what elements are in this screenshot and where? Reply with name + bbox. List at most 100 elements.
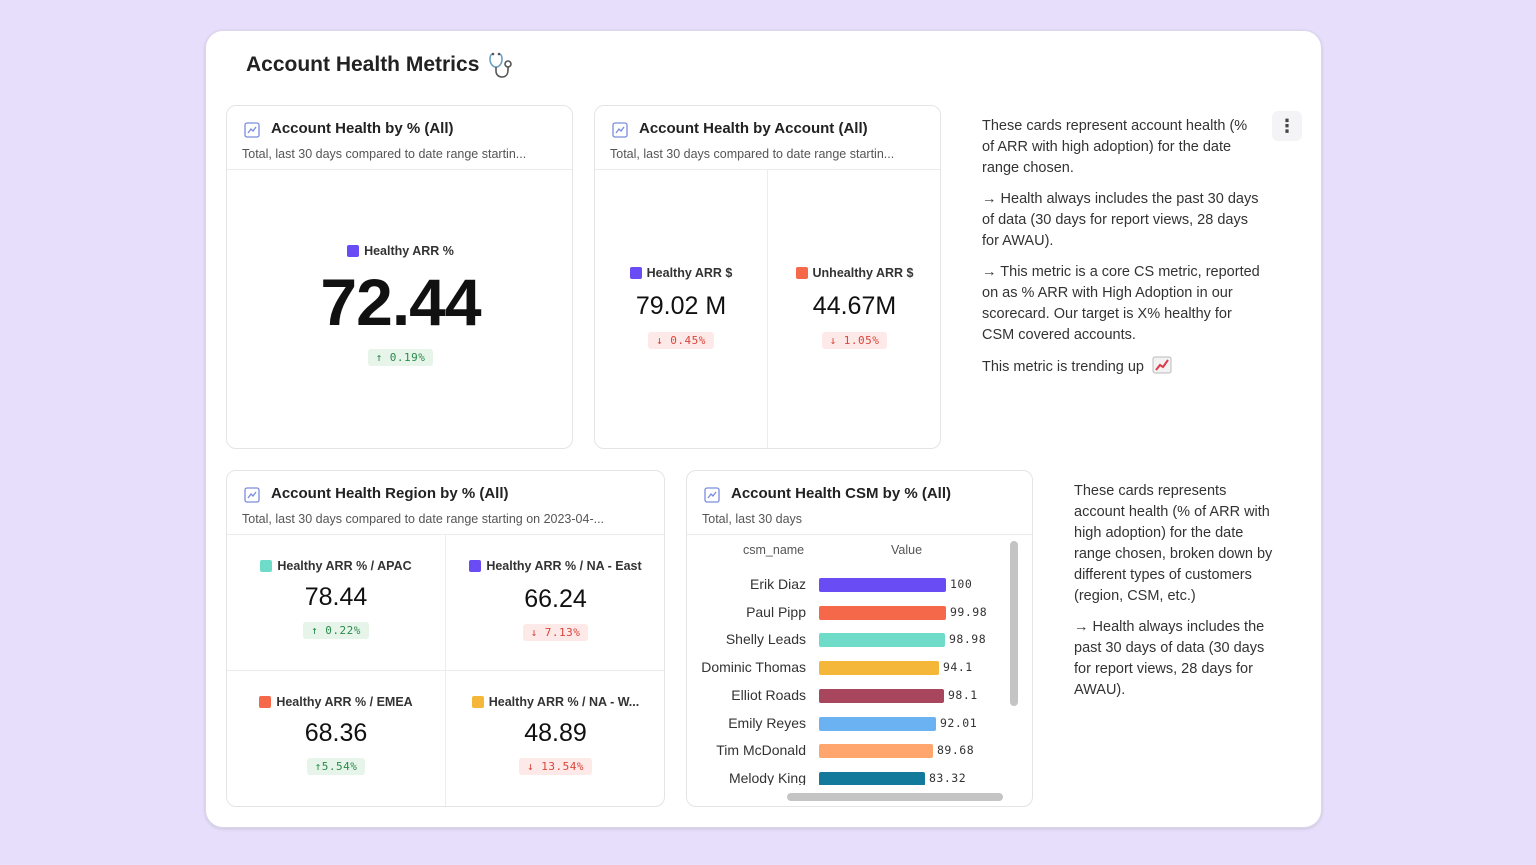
horizontal-scrollbar[interactable] bbox=[787, 793, 1003, 801]
bar-value-label: 98.1 bbox=[948, 687, 978, 702]
card-subtitle: Total, last 30 days compared to date ran… bbox=[242, 147, 527, 161]
chart-increasing-icon bbox=[1152, 356, 1172, 374]
bar-value-label: 100 bbox=[950, 577, 973, 591]
bar-row: Emily Reyes 92.01 bbox=[687, 713, 1007, 735]
bar-row: Dominic Thomas 94.1 bbox=[687, 657, 1007, 679]
column-header-value[interactable]: Value bbox=[891, 543, 923, 557]
metric-legend: Healthy ARR % / EMEA bbox=[227, 695, 445, 709]
legend-swatch bbox=[629, 267, 642, 279]
line-chart-icon bbox=[244, 122, 260, 138]
column-header-name[interactable]: csm_name bbox=[743, 543, 805, 557]
vertical-scrollbar[interactable] bbox=[1010, 541, 1018, 706]
notes-text-2[interactable]: These cards represents account health (%… bbox=[1074, 481, 1274, 711]
bar bbox=[819, 661, 939, 676]
bar bbox=[819, 688, 944, 703]
legend-swatch bbox=[795, 267, 808, 279]
notes-paragraph: This metric is trending up bbox=[982, 359, 1144, 375]
metric-label: Healthy ARR % / EMEA bbox=[276, 695, 413, 709]
card-health-csm[interactable]: Account Health CSM by % (All) Total, las… bbox=[686, 470, 1033, 807]
card-header: Account Health by Account (All) Total, l… bbox=[595, 106, 940, 170]
metric-delta-badge: ↑ 0.22% bbox=[303, 622, 369, 639]
legend-swatch bbox=[347, 245, 360, 257]
board-title: Account Health Metrics bbox=[246, 51, 515, 79]
bar-value-label: 92.01 bbox=[940, 715, 978, 730]
bar-value-label: 94.1 bbox=[943, 660, 973, 675]
card-health-region[interactable]: Account Health Region by % (All) Total, … bbox=[226, 470, 665, 807]
metric-value: 66.24 bbox=[524, 585, 587, 613]
bar-category-label: Tim McDonald bbox=[716, 742, 806, 759]
card-health-account[interactable]: Account Health by Account (All) Total, l… bbox=[594, 105, 941, 449]
metric-divider bbox=[767, 170, 768, 448]
bar-category-label: Erik Diaz bbox=[749, 576, 806, 592]
metric-legend: Unhealthy ARR $ bbox=[767, 266, 940, 280]
card-header: Account Health by % (All) Total, last 30… bbox=[227, 106, 572, 170]
card-title: Account Health Region by % (All) bbox=[271, 485, 509, 502]
metric-divider bbox=[227, 670, 664, 671]
card-header: Account Health Region by % (All) Total, … bbox=[227, 471, 664, 535]
board-title-text: Account Health Metrics bbox=[246, 53, 480, 76]
bar-category-label: Emily Reyes bbox=[728, 714, 806, 731]
legend-swatch bbox=[469, 560, 482, 572]
notes-paragraph: → Health always includes the past 30 day… bbox=[982, 191, 1259, 249]
metric-delta-badge: ↑ 0.19% bbox=[367, 349, 434, 366]
metric-label: Healthy ARR % / NA - East bbox=[486, 559, 642, 573]
card-subtitle: Total, last 30 days bbox=[702, 512, 803, 526]
bar-value-label: 83.32 bbox=[929, 770, 967, 785]
notes-paragraph: → This metric is a core CS metric, repor… bbox=[982, 264, 1260, 343]
metric-region-apac: Healthy ARR % / APAC 78.44 ↑ 0.22% bbox=[227, 559, 445, 639]
bar bbox=[819, 744, 933, 759]
bar-row: Paul Pipp 99.98 bbox=[687, 602, 1007, 624]
notes-trend-line: This metric is trending up bbox=[982, 356, 1262, 378]
bar-category-label: Shelly Leads bbox=[725, 631, 806, 648]
metric-label: Unhealthy ARR $ bbox=[812, 266, 914, 280]
metric-legend: Healthy ARR % / NA - W... bbox=[445, 695, 664, 709]
card-title: Account Health by % (All) bbox=[271, 120, 454, 137]
bar-value-label: 99.98 bbox=[950, 604, 988, 619]
metric-label: Healthy ARR $ bbox=[646, 266, 733, 280]
bar bbox=[819, 578, 946, 592]
bar bbox=[819, 771, 925, 785]
bar-row: Tim McDonald 89.68 bbox=[687, 740, 1007, 762]
metric-delta-badge: ↓ 0.45% bbox=[648, 332, 714, 349]
line-chart-icon bbox=[612, 122, 628, 138]
metric-legend: Healthy ARR % / NA - East bbox=[445, 559, 664, 573]
metric-value: 44.67M bbox=[812, 292, 897, 320]
bar bbox=[819, 716, 936, 731]
metric-value: 78.44 bbox=[304, 583, 368, 611]
notes-text-1[interactable]: These cards represent account health (% … bbox=[982, 116, 1262, 388]
metric-legend: Healthy ARR % / APAC bbox=[227, 559, 445, 573]
metric-healthy-arr-dollar: Healthy ARR $ 79.02 M ↓ 0.45% bbox=[595, 266, 767, 349]
metric-unhealthy-arr-dollar: Unhealthy ARR $ 44.67M ↓ 1.05% bbox=[767, 266, 940, 349]
dashboard-board: Account Health Metrics Account Health by… bbox=[205, 30, 1322, 828]
metric-legend: Healthy ARR $ bbox=[595, 266, 767, 280]
stethoscope-icon bbox=[489, 52, 513, 78]
bar bbox=[819, 605, 946, 620]
bar-row: Erik Diaz 100 bbox=[687, 574, 1007, 596]
metric-value: 68.36 bbox=[304, 719, 368, 747]
bar-category-label: Elliot Roads bbox=[731, 686, 806, 703]
metric-value: 79.02 M bbox=[635, 292, 727, 320]
bar-row: Melody King 83.32 bbox=[687, 768, 1007, 785]
notes-paragraph: These cards represent account health (% … bbox=[982, 118, 1248, 176]
metric-region-na-east: Healthy ARR % / NA - East 66.24 ↓ 7.13% bbox=[445, 559, 664, 641]
notes-paragraph: → Health always includes the past 30 day… bbox=[1074, 619, 1265, 698]
notes-paragraph: These cards represents account health (%… bbox=[1074, 483, 1273, 604]
metric-legend: Healthy ARR % bbox=[227, 244, 572, 258]
metric-region-emea: Healthy ARR % / EMEA 68.36 ↑5.54% bbox=[227, 695, 445, 775]
card-header: Account Health CSM by % (All) Total, las… bbox=[687, 471, 1032, 535]
card-title: Account Health CSM by % (All) bbox=[731, 485, 952, 502]
legend-swatch bbox=[259, 696, 272, 708]
metric-delta-badge: ↓ 1.05% bbox=[821, 332, 888, 349]
bar bbox=[819, 633, 945, 648]
card-health-pct[interactable]: Account Health by % (All) Total, last 30… bbox=[226, 105, 573, 449]
metric-region-na-west: Healthy ARR % / NA - W... 48.89 ↓ 13.54% bbox=[445, 695, 664, 775]
line-chart-icon bbox=[704, 487, 720, 503]
metric-delta-badge: ↑5.54% bbox=[306, 758, 366, 775]
card-title: Account Health by Account (All) bbox=[639, 120, 868, 137]
more-options-button[interactable]: ⋮ bbox=[1272, 111, 1302, 141]
metric-value: 48.89 bbox=[524, 719, 587, 747]
bar-row: Elliot Roads 98.1 bbox=[687, 685, 1007, 707]
bar-row: Shelly Leads 98.98 bbox=[687, 629, 1007, 651]
bar-category-label: Melody King bbox=[728, 769, 806, 785]
bar-category-label: Paul Pipp bbox=[746, 603, 806, 620]
